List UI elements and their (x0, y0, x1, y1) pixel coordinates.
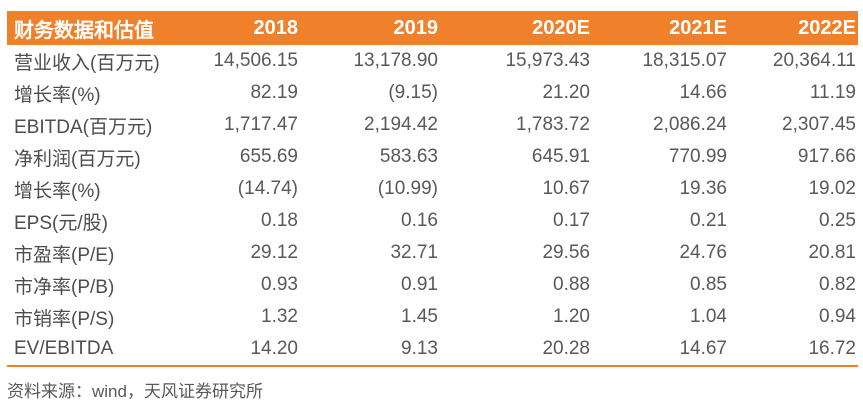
column-header-2021e: 2021E (592, 11, 729, 45)
cell-value: 1,717.47 (224, 114, 298, 135)
cell-value: 14.67 (679, 338, 727, 359)
row-label: 增长率(%) (14, 180, 101, 202)
cell-value: 0.17 (553, 210, 590, 231)
table-row: 市销率(P/S) 1.32 1.45 1.20 1.04 0.94 (7, 301, 858, 333)
cell-value: 0.82 (819, 274, 856, 295)
cell-value: 19.02 (808, 178, 856, 199)
cell-value: 14.20 (250, 338, 298, 359)
cell-value: 11.19 (809, 82, 856, 103)
cell-value: (10.99) (377, 178, 438, 199)
cell-value: (9.15) (388, 82, 438, 103)
table-header-row: 财务数据和估值 2018 2019 2020E 2021E 2022E (7, 11, 858, 45)
cell-value: 583.63 (379, 146, 438, 167)
row-label: 营业收入(百万元) (14, 52, 160, 74)
cell-value: 1,783.72 (516, 114, 590, 135)
financial-table: 财务数据和估值 2018 2019 2020E 2021E 2022E 营业收入… (7, 11, 858, 367)
cell-value: 18,315.07 (642, 50, 727, 71)
cell-value: 21.20 (542, 82, 590, 103)
row-label: 市净率(P/B) (14, 276, 115, 298)
row-label: 市销率(P/S) (14, 308, 115, 330)
table-row: 增长率(%) 82.19 (9.15) 21.20 14.66 11.19 (7, 77, 858, 109)
source-note: 资料来源：wind，天风证券研究所 (7, 382, 263, 401)
cell-value: 14.66 (679, 82, 727, 103)
cell-value: 2,194.42 (364, 114, 438, 135)
cell-value: 82.19 (250, 82, 298, 103)
table-row: 市净率(P/B) 0.93 0.91 0.88 0.85 0.82 (7, 269, 858, 301)
cell-value: 1.45 (401, 306, 438, 327)
row-label: 增长率(%) (14, 84, 101, 106)
cell-value: 19.36 (679, 178, 727, 199)
cell-value: 770.99 (668, 146, 727, 167)
table-row: EPS(元/股) 0.18 0.16 0.17 0.21 0.25 (7, 205, 858, 237)
table-row: 营业收入(百万元) 14,506.15 13,178.90 15,973.43 18,3… (7, 45, 858, 77)
cell-value: 2,086.24 (653, 114, 727, 135)
table-body: 营业收入(百万元) 14,506.15 13,178.90 15,973.43 18,3… (7, 45, 858, 366)
cell-value: 645.91 (531, 146, 590, 167)
table-row: 增长率(%) (14.74) (10.99) 10.67 19.36 19.02 (7, 173, 858, 205)
cell-value: 0.21 (690, 210, 727, 231)
table-row: EBITDA(百万元) 1,717.47 2,194.42 1,783.72 2,086… (7, 109, 858, 141)
cell-value: 2,307.45 (782, 114, 856, 135)
table-row: 净利润(百万元) 655.69 583.63 645.91 770.99 917.66 (7, 141, 858, 173)
cell-value: 15,973.43 (505, 50, 590, 71)
cell-value: 0.91 (401, 274, 438, 295)
cell-value: 24.76 (679, 242, 727, 263)
row-label: EPS(元/股) (14, 212, 108, 234)
cell-value: 0.88 (553, 274, 590, 295)
cell-value: 0.94 (819, 306, 856, 327)
cell-value: 1.20 (553, 306, 590, 327)
cell-value: 0.93 (261, 274, 298, 295)
report-page: 财务数据和估值 2018 2019 2020E 2021E 2022E 营业收入… (0, 11, 863, 403)
cell-value: 917.66 (797, 146, 856, 167)
cell-value: 0.25 (819, 210, 856, 231)
column-header-2022e: 2022E (729, 11, 858, 45)
cell-value: 20,364.11 (772, 50, 856, 71)
cell-value: 1.04 (690, 306, 727, 327)
cell-value: 0.18 (261, 210, 298, 231)
row-label: EBITDA(百万元) (14, 116, 153, 138)
cell-value: 29.12 (250, 242, 298, 263)
table-row: EV/EBITDA 14.20 9.13 20.28 14.67 16.72 (7, 333, 858, 366)
cell-value: 655.69 (239, 146, 298, 167)
cell-value: 0.16 (401, 210, 438, 231)
row-label: EV/EBITDA (14, 338, 114, 359)
row-label: 净利润(百万元) (14, 148, 141, 170)
cell-value: (14.74) (237, 178, 298, 199)
cell-value: 10.67 (542, 178, 590, 199)
column-header-2019: 2019 (300, 11, 440, 45)
cell-value: 9.13 (401, 338, 438, 359)
cell-value: 1.32 (261, 306, 298, 327)
table-row: 市盈率(P/E) 29.12 32.71 29.56 24.76 20.81 (7, 237, 858, 269)
cell-value: 20.81 (808, 242, 856, 263)
table-title: 财务数据和估值 (7, 11, 167, 45)
cell-value: 32.71 (390, 242, 438, 263)
cell-value: 29.56 (542, 242, 590, 263)
column-header-2020e: 2020E (440, 11, 592, 45)
cell-value: 13,178.90 (353, 50, 438, 71)
column-header-2018: 2018 (167, 11, 300, 45)
cell-value: 16.72 (808, 338, 856, 359)
cell-value: 20.28 (542, 338, 590, 359)
cell-value: 14,506.15 (213, 50, 298, 71)
cell-value: 0.85 (690, 274, 727, 295)
row-label: 市盈率(P/E) (14, 244, 115, 266)
